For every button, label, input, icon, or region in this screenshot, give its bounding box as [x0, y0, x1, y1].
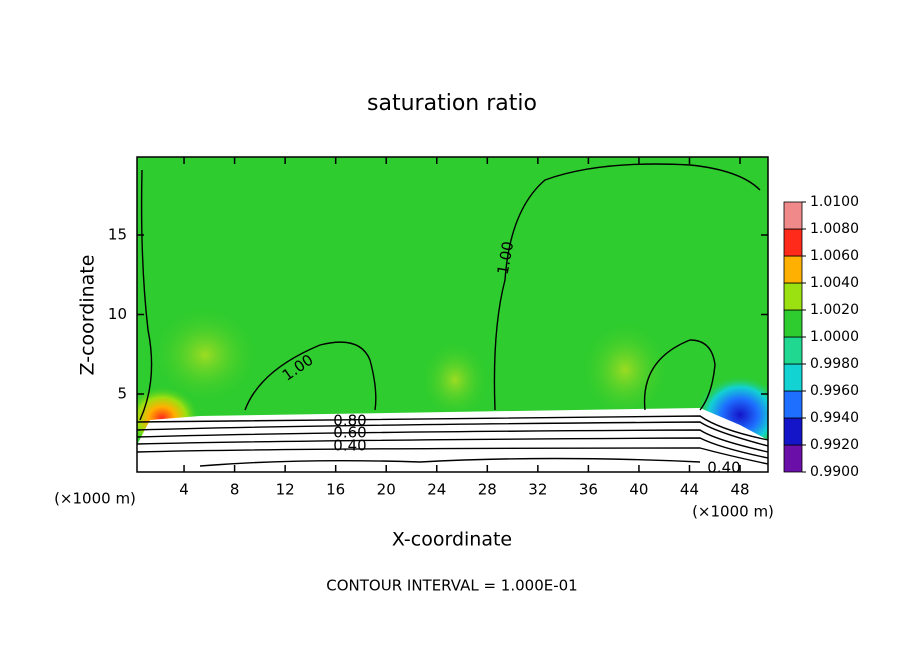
colorbar-swatch — [783, 228, 803, 257]
colorbar-tick-label: 0.9980 — [810, 356, 859, 372]
colorbar-tick-label: 1.0080 — [810, 221, 859, 237]
x-tick-label: 44 — [680, 481, 699, 499]
colorbar-swatch — [783, 201, 803, 230]
chart-title: saturation ratio — [367, 91, 537, 116]
footer: CONTOUR INTERVAL = 1.000E-01 — [326, 577, 577, 595]
y-axis-label: Z-coordinate — [77, 255, 99, 376]
contour-label: 1.00 — [494, 240, 518, 276]
colorbar-swatch — [783, 282, 803, 311]
contour-label: 0.60 — [333, 424, 366, 442]
colorbar-swatch — [783, 444, 803, 473]
colorbar-tick-label: 1.0060 — [810, 248, 859, 264]
colorbar-swatch — [783, 363, 803, 392]
colorbar-swatch — [783, 255, 803, 284]
x-tick-label: 28 — [478, 481, 497, 499]
x-tick-label: 16 — [326, 481, 345, 499]
x-tick-label: 4 — [179, 481, 189, 499]
contour-label: 0.80 — [333, 412, 366, 430]
colorbar-swatch — [783, 309, 803, 338]
y-tick-label: 5 — [117, 385, 127, 403]
x-tick-label: 36 — [579, 481, 598, 499]
colorbar-tick-label: 0.9900 — [810, 464, 859, 480]
x-tick-label: 8 — [230, 481, 240, 499]
colorbar-swatch — [783, 417, 803, 446]
colorbar-swatch — [783, 390, 803, 419]
x-axis-label: X-coordinate — [392, 529, 512, 551]
x-tick-label: 48 — [730, 481, 749, 499]
y-tick-label: 10 — [108, 305, 127, 323]
colorbar-tick-label: 0.9940 — [810, 410, 859, 426]
x-tick-label: 32 — [528, 481, 547, 499]
field — [137, 157, 768, 472]
x-tick-label: 20 — [377, 481, 396, 499]
colorbar-tick-label: 1.0100 — [810, 194, 859, 210]
colorbar-tick-label: 1.0020 — [810, 302, 859, 318]
colorbar-tick-label: 1.0040 — [810, 275, 859, 291]
x-unit: (×1000 m) — [692, 503, 774, 521]
contour-label: 0.40 — [333, 437, 366, 455]
colorbar-swatch — [783, 336, 803, 365]
x-tick-label: 40 — [629, 481, 648, 499]
y-tick-label: 15 — [108, 226, 127, 244]
colorbar-tick-label: 1.0000 — [810, 329, 859, 345]
x-tick-label: 24 — [427, 481, 446, 499]
x-unit: (×1000 m) — [54, 490, 136, 508]
colorbar-tick-label: 0.9960 — [810, 383, 859, 399]
colorbar-tick-label: 0.9920 — [810, 437, 859, 453]
contour-label: 0.40 — [707, 459, 740, 477]
x-tick-label: 12 — [276, 481, 295, 499]
